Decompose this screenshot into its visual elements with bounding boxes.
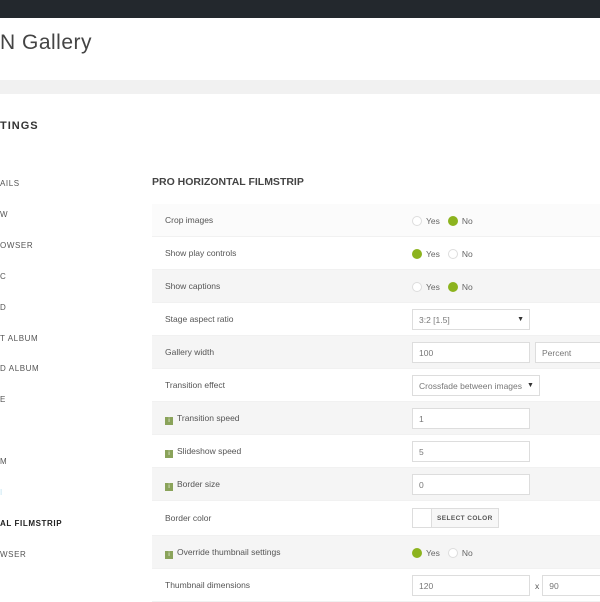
border-size-input[interactable]: 0 [412, 474, 530, 495]
sidebar-item[interactable]: WSER [0, 549, 27, 559]
label-text: Override thumbnail settings [177, 547, 281, 557]
setting-label: Gallery width [165, 347, 215, 357]
label-text: Slideshow speed [177, 446, 242, 456]
chevron-down-icon: ▼ [527, 382, 534, 389]
captions-yes-radio[interactable] [412, 281, 422, 292]
transition-speed-input[interactable]: 1 [412, 408, 530, 429]
info-icon[interactable]: i [165, 417, 173, 425]
sidebar-item[interactable]: I [0, 488, 3, 497]
sidebar-item[interactable]: AL FILMSTRIP [0, 518, 63, 528]
setting-label: Stage aspect ratio [165, 314, 234, 324]
play-no-radio[interactable] [447, 248, 458, 259]
radio-label: Yes [426, 248, 440, 259]
setting-label: Border color [165, 513, 212, 523]
setting-show-captions: Show captions Yes No [152, 270, 600, 303]
radio-label: Yes [426, 215, 440, 226]
sidebar-item[interactable]: D [0, 302, 7, 312]
gallery-width-input[interactable]: 100 [412, 342, 530, 363]
thumbnail-height-input[interactable]: 90 [542, 575, 600, 596]
gallery-width-unit-select[interactable]: Percent [535, 342, 600, 363]
transition-effect-select[interactable]: Crossfade between images ▼ [412, 375, 540, 396]
setting-label: i Transition speed [165, 413, 240, 425]
sidebar-item[interactable]: E [0, 395, 6, 405]
select-value: 3:2 [1.5] [419, 314, 450, 325]
setting-label: Transition effect [165, 380, 226, 390]
settings-table: Crop images Yes No Show play controls Ye… [152, 204, 600, 602]
setting-crop-images: Crop images Yes No [152, 204, 600, 237]
setting-label: i Override thumbnail settings [165, 547, 280, 559]
sidebar-title: TINGS [0, 120, 39, 132]
setting-show-play-controls: Show play controls Yes No [152, 237, 600, 270]
radio-label: No [461, 281, 473, 292]
sidebar-item[interactable]: AILS [0, 179, 20, 188]
thumbnail-width-input[interactable]: 120 [412, 575, 530, 596]
info-icon[interactable]: i [165, 450, 173, 458]
section-title: PRO HORIZONTAL FILMSTRIP [152, 176, 304, 188]
label-text: Border size [177, 479, 220, 489]
info-icon[interactable]: i [165, 483, 173, 491]
setting-border-color: Border color SELECT COLOR [152, 501, 600, 536]
setting-border-size: i Border size 0 [152, 468, 600, 501]
setting-thumbnail-dimensions: Thumbnail dimensions 120 x 90 [152, 569, 600, 602]
sidebar-item[interactable]: OWSER [0, 240, 34, 250]
radio-label: No [461, 547, 473, 558]
sidebar-item[interactable]: W [0, 209, 9, 219]
radio-label: Yes [426, 281, 440, 292]
select-value: Crossfade between images [419, 380, 523, 391]
sidebar-item[interactable]: M [0, 457, 8, 467]
select-color-button[interactable]: SELECT COLOR [432, 507, 499, 528]
crop-yes-radio[interactable] [412, 215, 422, 226]
radio-label: No [461, 248, 473, 259]
page-title: N Gallery [0, 31, 93, 54]
chevron-down-icon: ▼ [517, 316, 524, 323]
label-text: Transition speed [177, 413, 240, 423]
color-swatch[interactable] [412, 507, 432, 528]
sidebar-item[interactable]: D ALBUM [0, 364, 40, 374]
page-header: N Gallery [0, 18, 600, 80]
crop-no-radio[interactable] [447, 215, 458, 226]
info-icon[interactable]: i [165, 551, 173, 559]
setting-slideshow-speed: i Slideshow speed 5 [152, 435, 600, 468]
override-yes-radio[interactable] [412, 547, 422, 558]
sidebar-item[interactable]: C [0, 271, 7, 281]
setting-label: Crop images [165, 215, 214, 225]
setting-override-thumbnail: i Override thumbnail settings Yes No [152, 536, 600, 569]
setting-label: Thumbnail dimensions [165, 580, 251, 590]
play-yes-radio[interactable] [412, 248, 422, 259]
radio-label: No [461, 215, 473, 226]
radio-label: Yes [426, 547, 440, 558]
override-no-radio[interactable] [447, 547, 458, 558]
admin-top-bar [0, 0, 600, 18]
setting-transition-speed: i Transition speed 1 [152, 402, 600, 435]
header-divider [0, 80, 600, 94]
setting-label: Show captions [165, 281, 221, 291]
setting-stage-aspect-ratio: Stage aspect ratio 3:2 [1.5] ▼ [152, 303, 600, 336]
setting-label: Show play controls [165, 248, 237, 258]
setting-label: i Border size [165, 479, 220, 491]
captions-no-radio[interactable] [447, 281, 458, 292]
sidebar-item[interactable]: T ALBUM [0, 333, 39, 343]
setting-label: i Slideshow speed [165, 446, 241, 458]
dimension-separator: x [535, 580, 540, 591]
setting-transition-effect: Transition effect Crossfade between imag… [152, 369, 600, 402]
slideshow-speed-input[interactable]: 5 [412, 441, 530, 462]
aspect-ratio-select[interactable]: 3:2 [1.5] ▼ [412, 309, 530, 330]
setting-gallery-width: Gallery width 100 Percent [152, 336, 600, 369]
